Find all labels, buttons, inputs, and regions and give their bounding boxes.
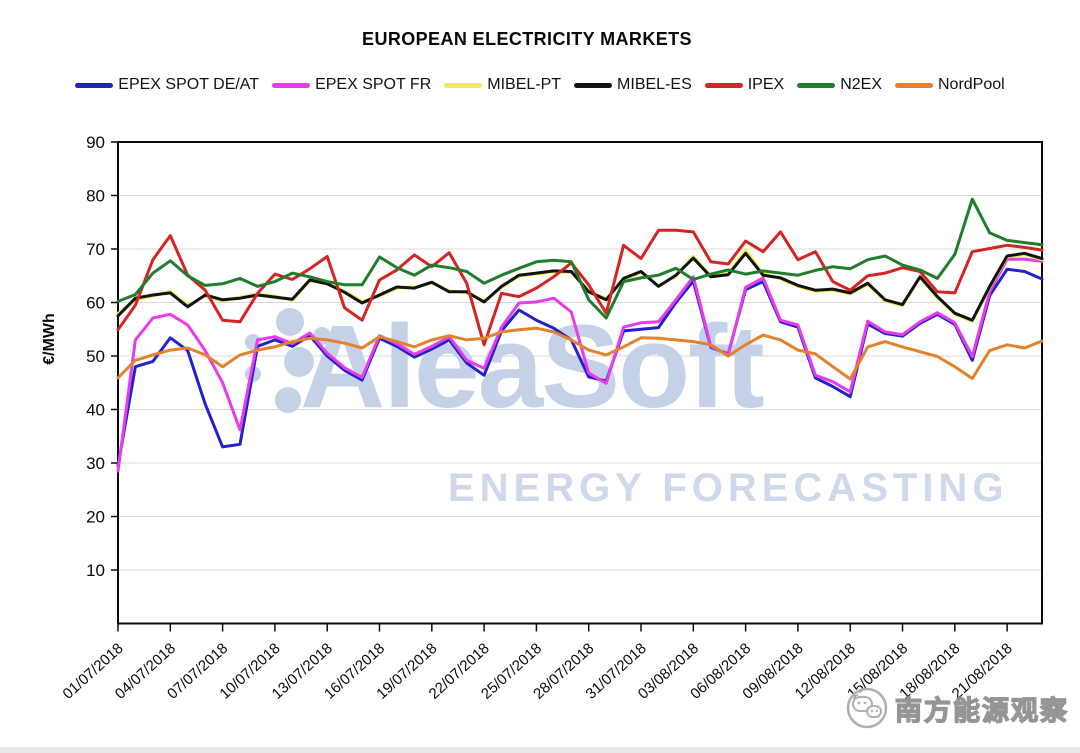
legend-item-nordpool: NordPool	[895, 76, 1005, 94]
series-line-nordpool	[116, 326, 1044, 381]
legend-label-ipex: IPEX	[747, 76, 785, 93]
series-line-n2ex	[116, 197, 1044, 320]
legend-swatch-mibel-pt	[444, 82, 483, 88]
legend-label-n2ex: N2EX	[840, 76, 882, 93]
legend: EPEX SPOT DE/AT EPEX SPOT FR MIBEL-PT MIBEL…	[0, 76, 1080, 94]
series-line-ipex	[116, 228, 1044, 347]
wechat-icon	[846, 687, 888, 729]
y-tick-label-70: 70	[86, 240, 105, 259]
y-tick-label-40: 40	[86, 401, 105, 420]
y-tick-label-80: 80	[86, 187, 105, 206]
legend-swatch-n2ex	[797, 82, 836, 88]
legend-item-epex-spot-fr: EPEX SPOT FR	[272, 76, 431, 94]
y-tick-label-10: 10	[86, 561, 105, 580]
legend-swatch-nordpool	[895, 82, 933, 88]
legend-label-epex-spot-fr: EPEX SPOT FR	[315, 76, 432, 93]
legend-swatch-epex-spot-fr	[272, 82, 311, 88]
legend-item-epex-spot-de-at: EPEX SPOT DE/AT	[75, 76, 259, 94]
y-tick-label-90: 90	[86, 133, 105, 152]
legend-item-mibel-es: MIBEL-ES	[574, 76, 692, 94]
legend-item-ipex: IPEX	[704, 76, 785, 94]
legend-label-epex-spot-de-at: EPEX SPOT DE/AT	[118, 76, 260, 93]
series-line-epex-spot-de-at	[116, 267, 1044, 468]
series-line-epex-spot-fr	[116, 257, 1044, 473]
legend-item-n2ex: N2EX	[797, 76, 882, 94]
stamp-watermark: 南方能源观察	[845, 686, 1069, 730]
y-tick-label-20: 20	[86, 508, 105, 527]
y-tick-label-30: 30	[86, 454, 105, 473]
y-tick-label-60: 60	[86, 294, 105, 313]
plot-frame	[117, 141, 1043, 625]
legend-label-mibel-pt: MIBEL-PT	[487, 76, 562, 93]
legend-label-mibel-es: MIBEL-ES	[617, 76, 692, 93]
legend-swatch-ipex	[704, 82, 743, 88]
legend-swatch-epex-spot-de-at	[75, 82, 114, 88]
legend-label-nordpool: NordPool	[938, 76, 1005, 93]
y-tick-label-50: 50	[86, 347, 105, 366]
legend-item-mibel-pt: MIBEL-PT	[444, 76, 561, 94]
stamp-text: 南方能源观察	[894, 695, 1069, 726]
chart-title: EUROPEAN ELECTRICITY MARKETS	[362, 29, 692, 49]
legend-swatch-mibel-es	[574, 82, 613, 88]
bottom-strip	[0, 747, 1080, 753]
